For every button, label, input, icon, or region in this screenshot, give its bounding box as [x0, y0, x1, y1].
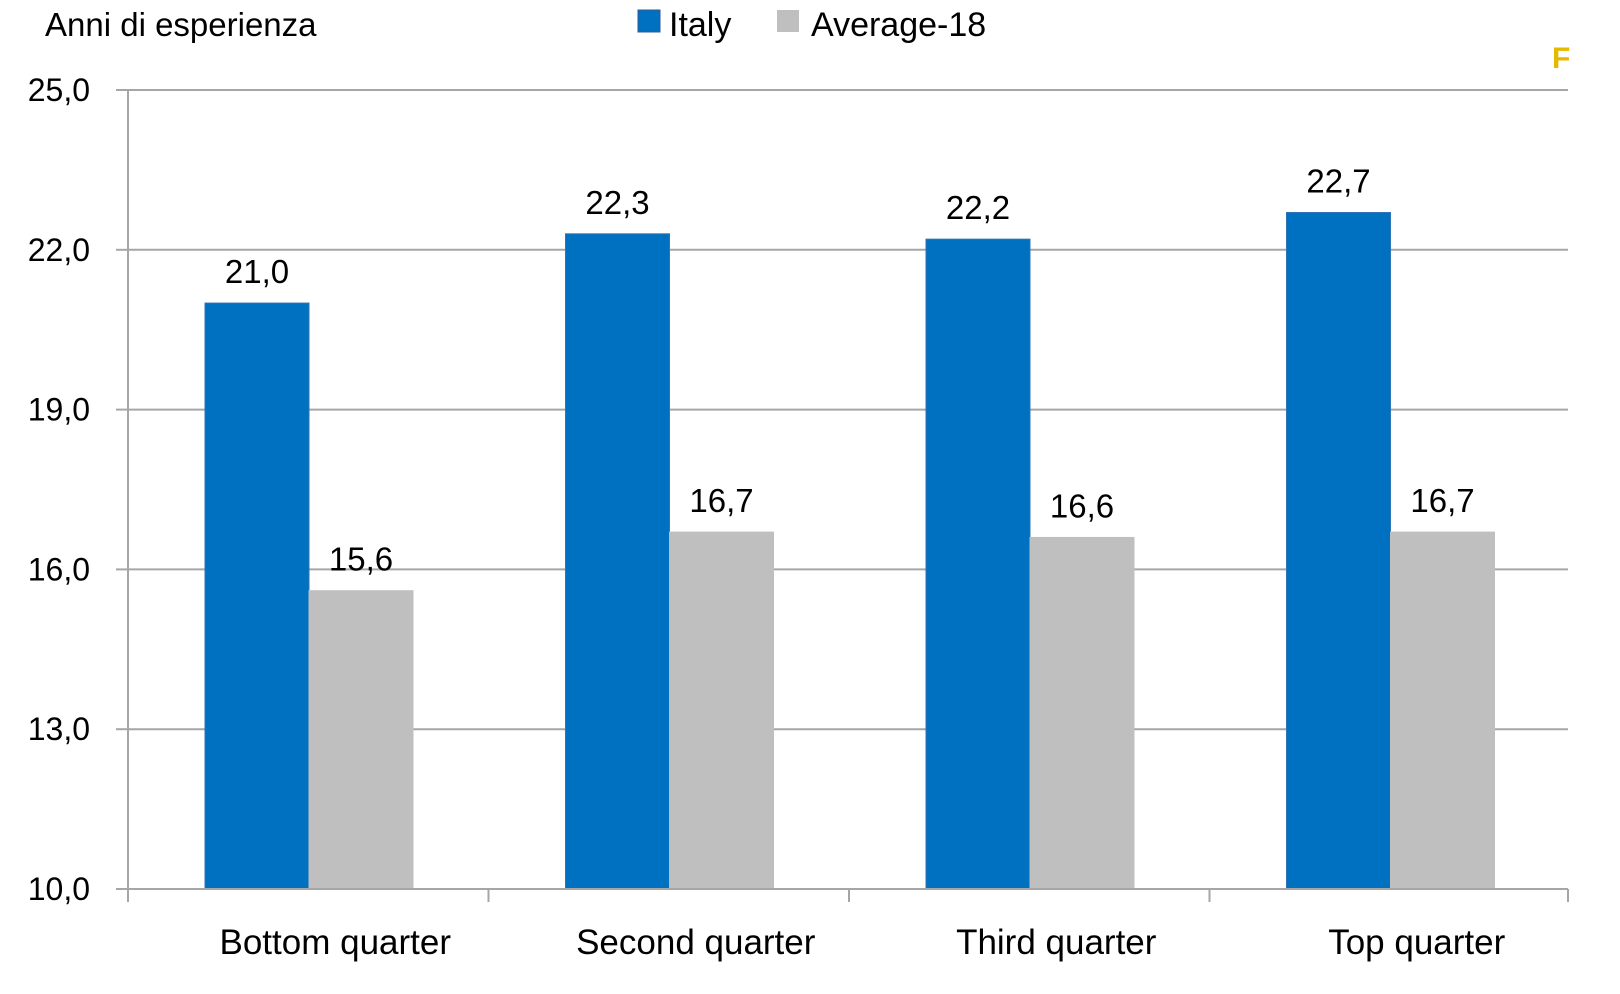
data-label-average-18-bottom-quarter: 15,6: [329, 541, 393, 578]
category-label-top-quarter: Top quarter: [1328, 923, 1505, 962]
bar-average-18-third-quarter: [1029, 536, 1135, 890]
category-label-second-quarter: Second quarter: [576, 923, 816, 962]
data-label-average-18-top-quarter: 16,7: [1410, 482, 1474, 519]
data-label-italy-top-quarter: 22,7: [1306, 163, 1370, 200]
y-tick-labels: 10,0 13,0 16,0 19,0 22,0 25,0: [28, 72, 90, 907]
bar-average-18-second-quarter: [669, 531, 774, 890]
legend: Italy Average-18: [637, 6, 986, 44]
y-tick-label-2: 16,0: [28, 551, 90, 587]
data-labels: 21,0 15,6 22,3 16,7 22,2 16,6 22,7 16,7: [225, 163, 1475, 578]
bar-italy-top-quarter: [1286, 212, 1391, 890]
bar-average-18-bottom-quarter: [308, 590, 414, 890]
legend-swatch-italy: [637, 9, 661, 33]
y-tick-label-5: 25,0: [28, 72, 90, 108]
bar-italy-second-quarter: [565, 233, 670, 890]
data-label-italy-bottom-quarter: 21,0: [225, 253, 289, 290]
legend-label-italy: Italy: [669, 6, 731, 44]
y-axis-label: Anni di esperienza: [45, 6, 317, 43]
y-tick-label-4: 22,0: [28, 232, 90, 268]
legend-swatch-average-18: [777, 10, 799, 32]
data-label-average-18-third-quarter: 16,6: [1050, 487, 1114, 524]
y-tick-label-1: 13,0: [28, 711, 90, 747]
category-labels: Bottom quarter Second quarter Third quarte…: [220, 923, 1506, 962]
data-label-italy-second-quarter: 22,3: [585, 184, 649, 221]
data-label-italy-third-quarter: 22,2: [946, 189, 1010, 226]
bar-average-18-top-quarter: [1390, 531, 1495, 890]
corner-mark: F: [1552, 42, 1570, 75]
category-label-third-quarter: Third quarter: [956, 923, 1157, 962]
bar-italy-third-quarter: [925, 238, 1031, 890]
bar-italy-bottom-quarter: [204, 302, 310, 890]
legend-label-average-18: Average-18: [811, 6, 986, 44]
category-label-bottom-quarter: Bottom quarter: [220, 923, 452, 962]
y-tick-label-3: 19,0: [28, 392, 90, 428]
bars: [204, 212, 1495, 890]
data-label-average-18-second-quarter: 16,7: [689, 482, 753, 519]
y-tick-label-0: 10,0: [28, 871, 90, 907]
axes: [116, 89, 1569, 902]
